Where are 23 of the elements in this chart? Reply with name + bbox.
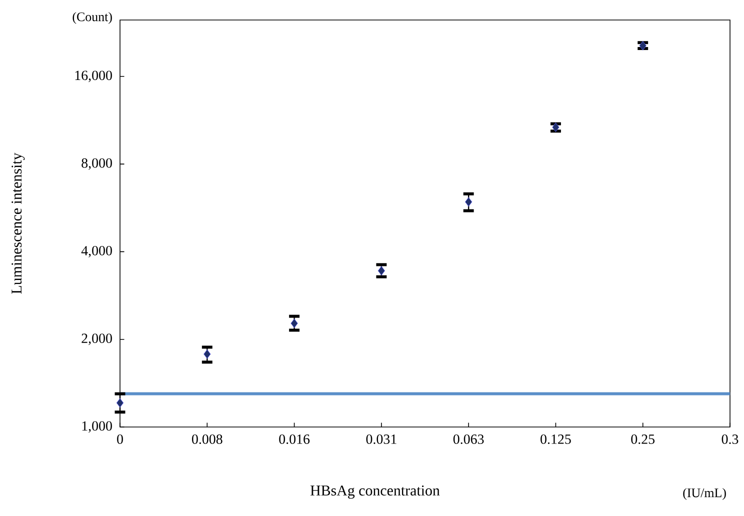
text: (IU/mL) — [683, 488, 726, 500]
point — [116, 398, 124, 408]
y-tick-label: 8,000 — [82, 158, 112, 170]
point — [204, 349, 211, 359]
text: (Count) — [72, 12, 112, 24]
y-tick-label: 2,000 — [82, 334, 112, 346]
y-tick-label: 16,000 — [75, 70, 112, 82]
x-tick-label: 0.016 — [279, 434, 310, 444]
x-tick-label: 0.031 — [366, 434, 396, 444]
x-tick-label: 0.125 — [540, 434, 571, 444]
x-tick-label: 0.3 — [722, 434, 738, 444]
y-tick-label: 4,000 — [81, 246, 112, 258]
x-tick-label: 0.008 — [192, 434, 222, 444]
point — [639, 40, 646, 50]
y-tick-label: 1,000 — [82, 421, 112, 433]
point — [378, 266, 386, 276]
point — [290, 318, 298, 328]
x-axis-title: HBsAg concentration — [310, 486, 440, 499]
x-tick-label: 0.063 — [453, 434, 484, 444]
y-axis-title: Luminescence intensity — [12, 152, 25, 294]
x-tick-label: 0.25 — [631, 434, 655, 444]
x-tick-label: 0 — [117, 434, 123, 444]
point — [465, 197, 472, 207]
